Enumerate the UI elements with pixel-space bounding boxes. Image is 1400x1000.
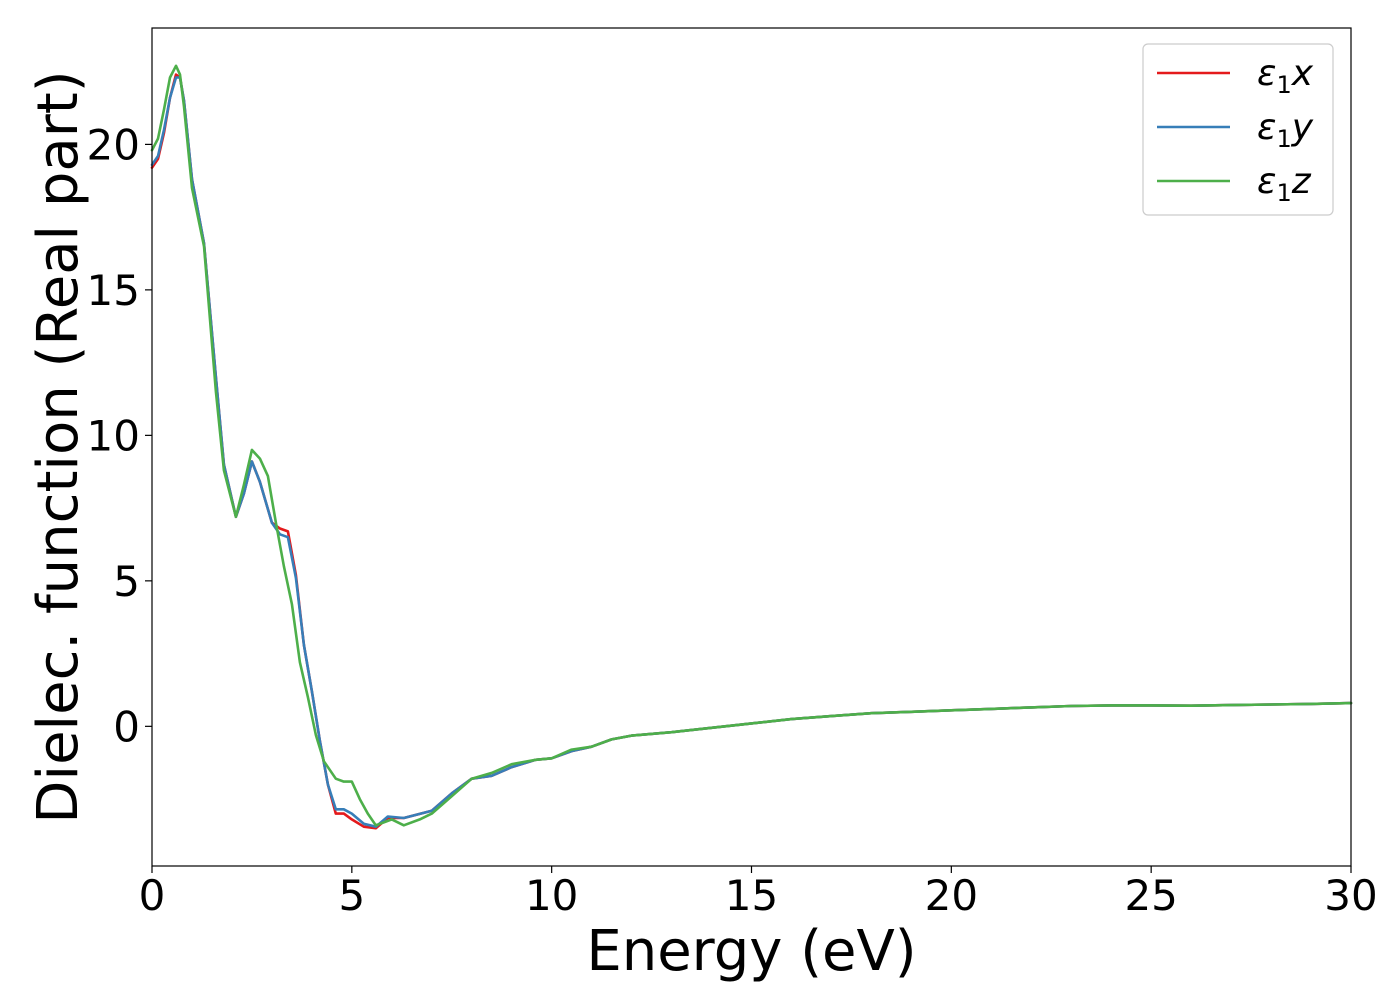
y-tick-label: 5 bbox=[113, 557, 140, 606]
x-tick-label: 10 bbox=[525, 871, 578, 920]
x-tick-label: 5 bbox=[338, 871, 365, 920]
x-axis-ticks: 0 5 10 15 20 25 30 bbox=[139, 866, 1378, 920]
x-tick-label: 15 bbox=[725, 871, 778, 920]
y-axis-ticks: 0 5 10 15 20 bbox=[87, 120, 152, 751]
y-tick-label: 0 bbox=[113, 702, 140, 751]
legend: ε1x ε1y ε1z bbox=[1142, 43, 1334, 216]
x-tick-label: 20 bbox=[925, 871, 978, 920]
legend-label-z: ε1z bbox=[1257, 161, 1312, 207]
series-layer bbox=[150, 64, 1353, 830]
x-tick-label: 25 bbox=[1124, 871, 1177, 920]
y-axis-title: Dielec. function (Real part) bbox=[26, 70, 91, 823]
x-tick-label: 0 bbox=[139, 871, 166, 920]
series-line-z bbox=[150, 64, 1353, 827]
x-tick-label: 30 bbox=[1324, 871, 1377, 920]
y-tick-label: 20 bbox=[87, 120, 140, 169]
legend-label-y: ε1y bbox=[1257, 107, 1314, 153]
legend-label-x: ε1x bbox=[1257, 53, 1314, 99]
legend-box bbox=[1142, 43, 1334, 216]
y-tick-label: 15 bbox=[87, 266, 140, 315]
y-tick-label: 10 bbox=[87, 411, 140, 460]
x-axis-title: Energy (eV) bbox=[586, 919, 916, 984]
